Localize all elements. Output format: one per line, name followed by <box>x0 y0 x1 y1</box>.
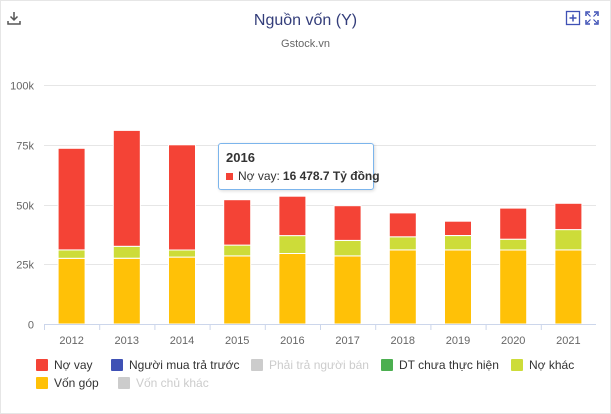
bar-no_vay-2015[interactable] <box>223 199 252 246</box>
legend-swatch <box>36 377 48 389</box>
x-tick-label: 2019 <box>446 335 470 347</box>
x-tick-label: 2020 <box>501 335 525 347</box>
download-icon[interactable] <box>6 10 22 26</box>
bar-no_khac-2015[interactable] <box>223 244 252 257</box>
bar-no_vay-2019[interactable] <box>444 220 472 236</box>
bar-no_khac-2021[interactable] <box>554 229 583 251</box>
bar-no_khac-2018[interactable] <box>388 236 417 251</box>
legend-swatch <box>251 359 263 371</box>
legend-label: Nợ khác <box>529 358 575 372</box>
bar-no_vay-2013[interactable] <box>112 129 141 247</box>
bar-no_khac-2017[interactable] <box>333 239 362 257</box>
tooltip-series-label: Nợ vay: <box>238 169 280 183</box>
legend-swatch <box>511 359 523 371</box>
bar-no_khac-2016[interactable] <box>278 235 307 255</box>
bar-no_khac-2014[interactable] <box>168 249 196 258</box>
legend-item-no_vay[interactable]: Nợ vay <box>36 358 93 372</box>
legend-swatch <box>36 359 48 371</box>
legend-swatch <box>118 377 130 389</box>
bar-von_gop-2020[interactable] <box>499 249 528 325</box>
legend-item-phai_tra[interactable]: Phải trả người bán <box>251 358 369 372</box>
bar-von_gop-2016[interactable] <box>278 253 307 325</box>
legend-label: Người mua trả trước <box>129 358 240 372</box>
x-tick-label: 2014 <box>170 335 194 347</box>
bar-von_gop-2019[interactable] <box>444 249 472 325</box>
tooltip-value: 16 478.7 Tỷ đồng <box>282 169 380 183</box>
legend-item-von_gop[interactable]: Vốn góp <box>36 376 99 390</box>
tooltip-row: Nợ vay: 16 478.7 Tỷ đồng <box>226 169 380 183</box>
y-tick-label: 25k <box>16 260 34 272</box>
bar-von_gop-2014[interactable] <box>168 256 196 325</box>
bar-no_khac-2019[interactable] <box>444 235 472 251</box>
x-tick-label: 2017 <box>335 335 359 347</box>
bar-von_gop-2017[interactable] <box>333 255 362 325</box>
bar-no_khac-2013[interactable] <box>112 245 141 259</box>
y-tick-label: 0 <box>28 320 34 332</box>
tooltip-title: 2016 <box>226 150 255 165</box>
legend-item-no_khac[interactable]: Nợ khác <box>511 358 574 372</box>
plus-box-icon[interactable] <box>565 10 581 26</box>
x-tick-label: 2013 <box>115 335 139 347</box>
legend-swatch <box>111 359 123 371</box>
bar-von_gop-2021[interactable] <box>554 249 583 325</box>
bar-von_gop-2013[interactable] <box>112 257 141 325</box>
legend-item-nguoi_mua[interactable]: Người mua trả trước <box>111 358 240 372</box>
bar-no_vay-2016[interactable] <box>278 195 307 237</box>
legend-label: Nợ vay <box>54 358 93 372</box>
tooltip-series-marker <box>226 172 233 180</box>
y-tick-label: 50k <box>16 201 34 213</box>
y-tick-label: 75k <box>16 141 34 153</box>
legend-label: Vốn chủ khác <box>136 376 209 390</box>
legend-item-dt_chua[interactable]: DT chưa thực hiện <box>381 358 499 372</box>
x-tick-label: 2018 <box>391 335 415 347</box>
x-tick-label: 2021 <box>556 335 580 347</box>
x-tick-label: 2016 <box>280 335 304 347</box>
y-tick-label: 100k <box>10 81 34 93</box>
bar-no_vay-2017[interactable] <box>333 205 362 241</box>
x-tick-label: 2012 <box>59 335 83 347</box>
bar-von_gop-2015[interactable] <box>223 255 252 325</box>
legend-swatch <box>381 359 393 371</box>
bar-no_vay-2020[interactable] <box>499 207 528 240</box>
bar-no_khac-2020[interactable] <box>499 238 528 251</box>
bar-no_vay-2018[interactable] <box>388 212 417 238</box>
legend-item-von_chu[interactable]: Vốn chủ khác <box>118 376 209 390</box>
bar-no_vay-2012[interactable] <box>57 147 86 251</box>
bar-von_gop-2018[interactable] <box>388 249 417 325</box>
x-tick-label: 2015 <box>225 335 249 347</box>
bar-no_khac-2012[interactable] <box>57 249 86 259</box>
chart-tooltip: 2016 Nợ vay: 16 478.7 Tỷ đồng <box>218 143 380 190</box>
chart-subtitle: Gstock.vn <box>281 38 330 50</box>
legend-label: Vốn góp <box>54 376 99 390</box>
legend-label: DT chưa thực hiện <box>399 358 499 372</box>
legend-label: Phải trả người bán <box>269 358 369 372</box>
chart-title: Nguồn vốn (Y) <box>253 12 358 29</box>
bar-no_vay-2021[interactable] <box>554 202 583 231</box>
bar-von_gop-2012[interactable] <box>57 257 86 325</box>
bar-no_vay-2014[interactable] <box>168 144 196 251</box>
fullscreen-icon[interactable] <box>584 10 600 26</box>
